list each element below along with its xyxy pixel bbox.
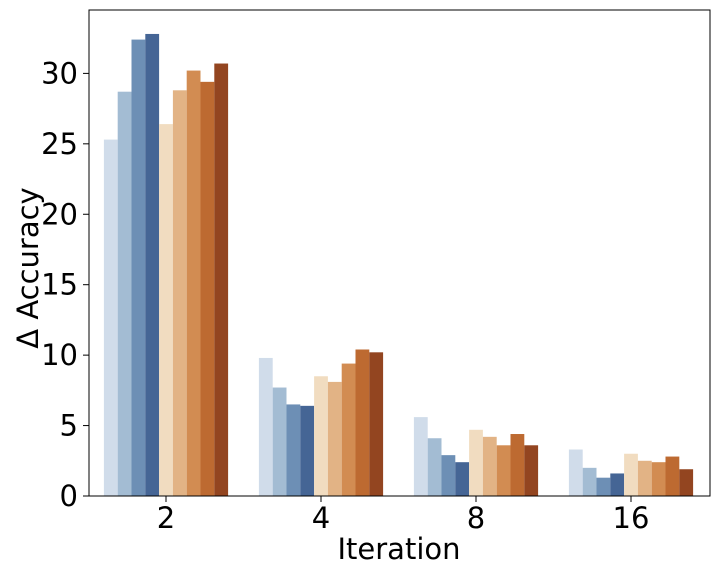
bar-2-2	[117, 91, 132, 496]
bars-layer	[103, 33, 694, 497]
x-axis-label: Iteration	[337, 532, 460, 566]
y-tick-label: 5	[60, 409, 78, 443]
bar-4-3	[286, 404, 301, 496]
bar-8-6	[482, 436, 497, 496]
x-tick-label: 2	[157, 501, 175, 535]
bar-16-7	[651, 462, 666, 496]
bar-8-3	[441, 455, 456, 496]
bar-8-5	[469, 429, 483, 496]
y-tick-label: 25	[41, 127, 78, 161]
bar-2-3	[131, 39, 146, 496]
bar-8-8	[510, 434, 525, 496]
bar-4-8	[355, 349, 370, 496]
y-tick-label: 15	[41, 268, 78, 302]
y-tick-label: 0	[60, 479, 78, 513]
bar-16-8	[665, 456, 680, 496]
bar-16-1	[568, 449, 583, 496]
x-axis: 2 4 8 16	[157, 496, 650, 535]
x-tick-label: 4	[312, 501, 330, 535]
bar-4-6	[327, 381, 342, 496]
bar-2-7	[186, 70, 201, 496]
y-tick-label: 10	[41, 338, 78, 372]
bar-8-4	[455, 462, 470, 496]
y-axis: 0 5 10 15 20 25 30	[41, 56, 89, 513]
bar-4-4	[300, 405, 315, 496]
bar-16-4	[610, 473, 625, 496]
bar-8-1	[413, 417, 428, 496]
bar-2-1	[103, 139, 118, 496]
bar-16-9	[679, 469, 694, 496]
bar-4-2	[272, 387, 287, 496]
bar-2-5	[159, 124, 173, 496]
x-tick-label: 8	[467, 501, 485, 535]
bar-8-2	[427, 438, 442, 496]
bar-8-7	[496, 445, 511, 496]
bar-4-9	[369, 352, 384, 496]
bar-2-6	[172, 90, 187, 497]
bar-16-3	[596, 477, 611, 496]
y-tick-label: 20	[41, 197, 78, 231]
y-tick-label: 30	[41, 56, 78, 90]
bar-4-5	[314, 376, 328, 496]
bar-4-1	[258, 357, 273, 496]
bar-4-7	[341, 363, 356, 496]
y-axis-label: Δ Accuracy	[11, 187, 45, 348]
bar-2-4	[145, 33, 160, 496]
bar-16-6	[637, 460, 652, 496]
bar-16-5	[624, 453, 638, 496]
bar-8-9	[524, 445, 539, 496]
x-tick-label: 16	[613, 501, 650, 535]
bar-2-9	[214, 63, 229, 496]
plot-frame	[88, 9, 711, 497]
bar-16-2	[582, 467, 597, 496]
bar-2-8	[200, 81, 215, 496]
